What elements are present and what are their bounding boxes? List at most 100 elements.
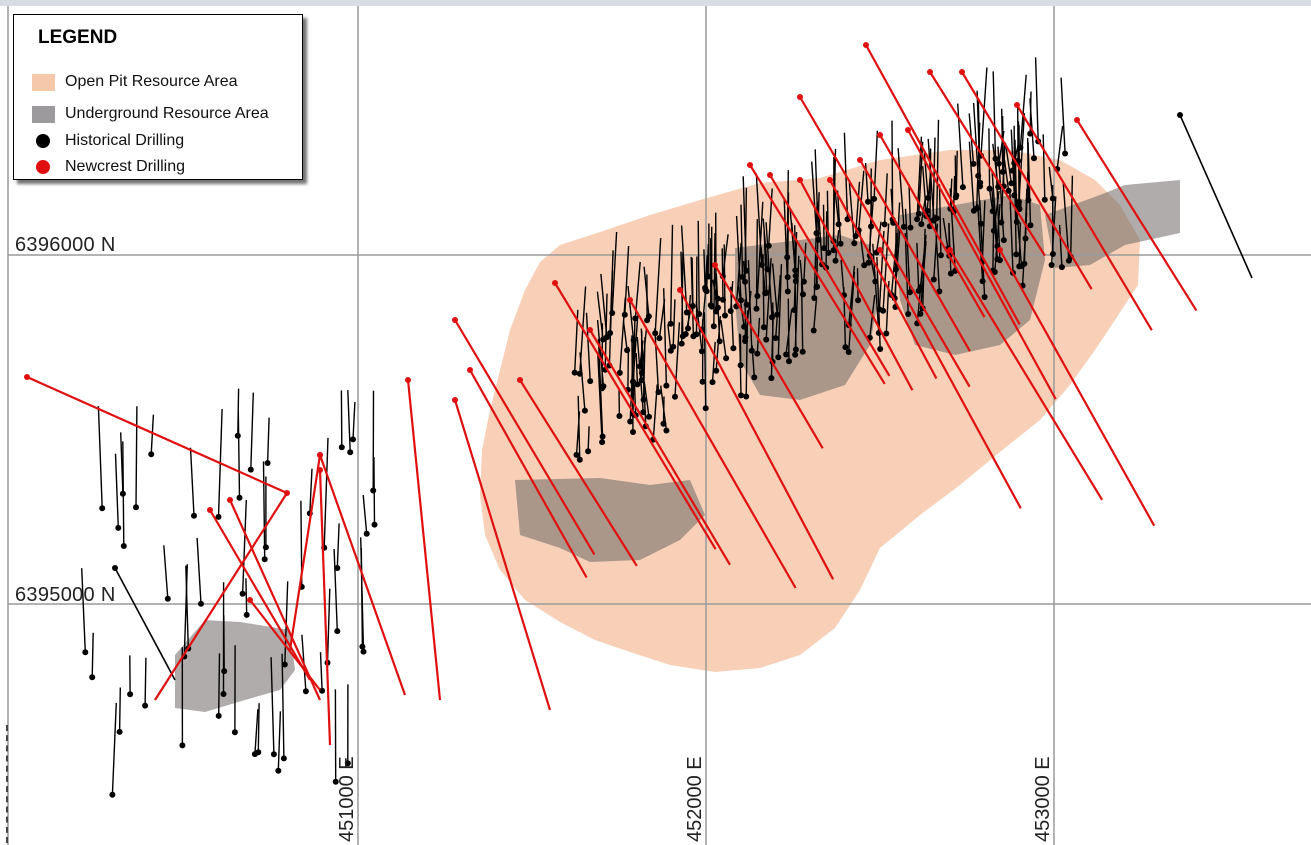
newcrest-drillhole-collar [627,297,633,303]
historical-drillhole [333,548,338,632]
historical-drillhole [836,190,842,244]
historical-drillhole-collar [907,224,914,231]
historical-drillhole-collar [640,409,647,416]
historical-drillhole-collar [239,590,246,597]
historical-drillhole [577,395,581,460]
historical-drillhole [1003,159,1010,191]
historical-drillhole-collar [703,288,710,295]
historical-drillhole [703,312,707,409]
historical-drillhole [1070,175,1074,257]
historical-drillhole [587,426,590,452]
historical-drillhole-collar [236,494,243,501]
historical-drillhole [704,255,708,290]
historical-drillhole-collar [1008,180,1015,187]
legend-item-newcrest: Newcrest Drilling [32,155,185,179]
historical-drillhole [250,392,254,470]
historical-drillhole [611,231,618,314]
historical-drillhole-collar [603,334,610,341]
historical-drillhole-collar [758,261,765,268]
historical-drillhole-collar [883,330,890,337]
newcrest-drillhole-collar [877,247,883,253]
underground-swatch [32,105,55,123]
historical-drillhole [882,223,890,311]
historical-drillhole [1018,222,1021,267]
historical-drillhole [908,184,912,228]
historical-drillhole [122,441,125,547]
historical-drillhole [144,657,147,706]
newcrest-drillhole [318,469,332,746]
newcrest-drillhole-collar [905,127,911,133]
newcrest-drillhole [829,179,938,380]
historical-drillhole [981,200,986,262]
historical-drillhole-collar [638,370,645,376]
historical-drillhole-collar [82,649,89,656]
historical-drillhole-collar [573,451,580,458]
newcrest-drillhole-collar [587,327,593,333]
newcrest-drillhole [749,164,886,385]
historical-drillhole [632,318,636,414]
newcrest-drillhole-collar [797,177,803,183]
historical-drillhole-collar [877,346,884,352]
historical-drillhole-collar [754,350,761,357]
historical-drillhole-collar [164,595,171,602]
historical-drillhole-collar [334,565,341,571]
historical-drillhole [277,711,282,771]
historical-drillhole [635,352,639,385]
legend-label-underground: Underground Resource Area [65,105,269,122]
newcrest-drillhole-collar [207,507,213,513]
newcrest-drillhole-collar [797,94,803,100]
historical-drillhole-collar [851,240,858,247]
newcrest-drillhole-collar [767,172,773,178]
historical-drillhole [934,214,941,292]
historical-drillhole [1018,113,1026,206]
historical-drillhole [895,202,901,270]
newcrest-drillhole-collar [927,69,933,75]
historical-drillhole-collar [959,184,966,191]
historical-drillhole [737,283,745,327]
historical-drillhole-collar [215,712,222,719]
newcrest-drillhole [679,289,835,580]
historical-drillhole [245,578,248,615]
historical-drillhole [687,295,692,329]
historical-drillhole-collar [275,767,282,774]
newcrest-drillhole-collar [452,397,458,403]
newcrest-drillhole [1016,104,1153,331]
historical-drillhole-collar [970,160,977,167]
historical-drillhole [189,447,195,516]
historical-drillhole-collar [775,354,782,361]
newcrest-drillhole [961,71,1093,290]
easting-label-451000: 451000 E [336,756,358,842]
historical-drillhole-collar [115,524,122,531]
newcrest-drillhole [859,159,971,352]
newcrest-drillhole [406,379,442,701]
historical-drillhole-collar [360,648,367,655]
historical-drillhole [744,187,748,282]
newcrest-drillhole [228,499,322,701]
historical-drillhole-collar [652,330,659,337]
historical-drillhole-collar [727,308,734,314]
historical-drillhole [722,234,729,277]
historical-drillhole [834,230,840,261]
historical-drillhole [622,320,628,351]
historical-drillhole-collar [881,221,888,228]
historical-drillhole-collar [112,565,118,571]
historical-drillhole-collar [996,257,1003,264]
historical-drillhole-collar [880,307,887,314]
historical-drillhole [747,260,753,351]
newcrest-drillhole-collar [877,132,883,138]
historical-drillhole [883,173,888,225]
historical-drillhole-collar [99,505,106,512]
historical-drillhole [756,317,761,354]
newcrest-drillhole [769,174,891,377]
historical-drillhole-collar [1041,196,1048,203]
historical-drillhole-collar [999,168,1006,175]
historical-drillhole-collar [370,487,377,494]
historical-drillhole-collar [632,315,639,322]
historical-drillhole-collar [947,270,954,277]
newcrest-drillhole [799,96,971,388]
historical-drillhole [938,184,942,256]
historical-drillhole-collar [581,407,588,414]
historical-drillhole-collar [663,382,670,389]
newcrest-drillhole [589,329,731,566]
